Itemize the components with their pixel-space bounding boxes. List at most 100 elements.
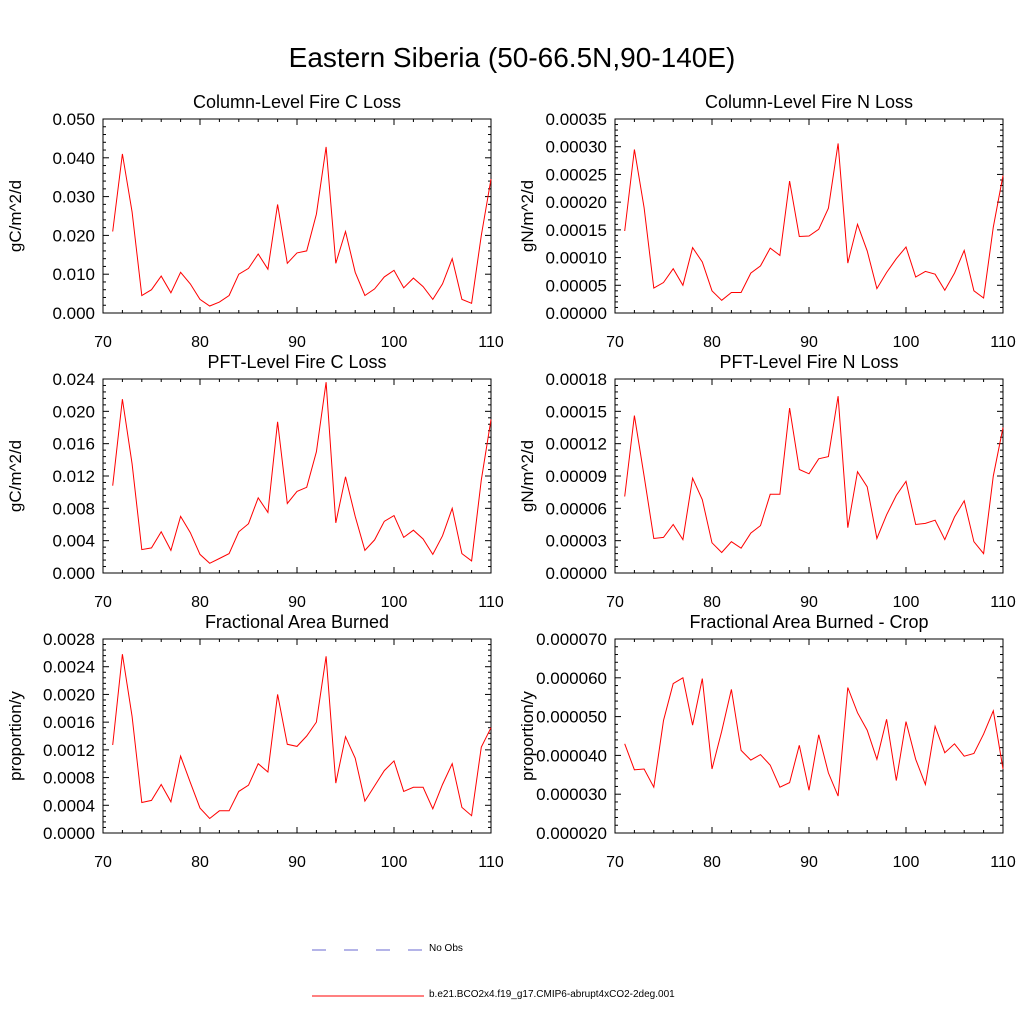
- y-tick-label: 0.0016: [43, 713, 95, 732]
- chart-panel-4: 70 80 90 100 110 0.00000 0.00003 0.00006 0.00009…: [518, 352, 1016, 611]
- y-tick-label: 0.00006: [546, 499, 607, 518]
- x-tick-label: 100: [893, 854, 920, 871]
- x-tick-label: 90: [288, 334, 306, 351]
- x-tick-label: 90: [288, 854, 306, 871]
- y-tick-label: 0.00003: [546, 532, 607, 551]
- y-tick-label: 0.016: [52, 435, 95, 454]
- series-line: [112, 382, 492, 564]
- x-tick-label: 70: [94, 854, 112, 871]
- y-tick-label: 0.00005: [546, 276, 607, 295]
- x-tick-label: 110: [478, 334, 504, 351]
- chart-panel-2: 70 80 90 100 110 0.00000 0.00005 0.00010 0.00015…: [518, 92, 1016, 351]
- x-tick-label: 70: [94, 334, 112, 351]
- y-tick-label: 0.00009: [546, 467, 607, 486]
- y-tick-label: 0.0028: [43, 630, 95, 649]
- x-tick-label: 90: [800, 334, 818, 351]
- legend-model-label: b.e21.BCO2x4.f19_g17.CMIP6-abrupt4xCO2-2…: [429, 989, 675, 1000]
- y-tick-label: 0.00000: [546, 304, 607, 323]
- panel-title: Column-Level Fire N Loss: [705, 92, 913, 112]
- x-tick-label: 90: [800, 594, 818, 611]
- y-tick-label: 0.00025: [546, 165, 607, 184]
- x-tick-label: 110: [990, 594, 1016, 611]
- y-tick-label: 0.0000: [43, 824, 95, 843]
- x-tick-label: 70: [606, 334, 624, 351]
- main-title: Eastern Siberia (50-66.5N,90-140E): [288, 42, 736, 73]
- y-tick-label: 0.0024: [43, 658, 95, 677]
- y-tick-label: 0.000060: [536, 669, 607, 688]
- x-tick-label: 110: [478, 594, 504, 611]
- y-tick-label: 0.00020: [546, 193, 607, 212]
- y-tick-label: 0.000040: [536, 746, 607, 765]
- series-line: [624, 396, 1004, 555]
- y-axis-label: proportion/y: [6, 691, 25, 781]
- x-tick-label: 80: [703, 854, 721, 871]
- y-tick-label: 0.00015: [546, 221, 607, 240]
- x-tick-label: 80: [703, 594, 721, 611]
- y-tick-label: 0.00035: [546, 110, 607, 129]
- y-tick-label: 0.000070: [536, 630, 607, 649]
- series-line: [624, 143, 1004, 301]
- y-tick-label: 0.00015: [546, 402, 607, 421]
- y-tick-label: 0.000050: [536, 708, 607, 727]
- plot-frame: [614, 638, 1004, 834]
- y-tick-label: 0.0012: [43, 741, 95, 760]
- chart-panel-5: 70 80 90 100 110 0.0000 0.0004 0.0008 0.0012 0.00…: [6, 612, 504, 871]
- x-tick-label: 100: [893, 594, 920, 611]
- x-tick-label: 80: [191, 334, 209, 351]
- x-tick-label: 70: [606, 594, 624, 611]
- series-line: [112, 654, 492, 820]
- y-tick-label: 0.00018: [546, 370, 607, 389]
- y-tick-label: 0.0020: [43, 685, 95, 704]
- plot-frame: [102, 638, 492, 834]
- y-tick-label: 0.020: [52, 226, 95, 245]
- y-tick-label: 0.024: [52, 370, 95, 389]
- y-tick-label: 0.000020: [536, 824, 607, 843]
- x-tick-label: 100: [893, 334, 920, 351]
- y-axis-label: gN/m^2/d: [518, 440, 537, 512]
- y-tick-label: 0.020: [52, 402, 95, 421]
- y-axis-label: gC/m^2/d: [6, 440, 25, 512]
- x-tick-label: 100: [381, 334, 408, 351]
- x-tick-label: 80: [703, 334, 721, 351]
- y-tick-label: 0.0008: [43, 769, 95, 788]
- chart-panel-6: 70 80 90 100 110 0.000020 0.000030 0.000040 0.00…: [518, 612, 1016, 871]
- x-tick-label: 70: [94, 594, 112, 611]
- x-tick-label: 110: [990, 854, 1016, 871]
- panel-title: Column-Level Fire C Loss: [193, 92, 401, 112]
- y-tick-label: 0.010: [52, 265, 95, 284]
- x-tick-label: 100: [381, 594, 408, 611]
- chart-panel-1: 70 80 90 100 110 0.000 0.010 0.020 0.030 0.040 0.0…: [6, 92, 504, 351]
- plot-frame: [102, 378, 492, 574]
- x-tick-label: 90: [800, 854, 818, 871]
- y-tick-label: 0.00000: [546, 564, 607, 583]
- y-tick-label: 0.012: [52, 467, 95, 486]
- y-tick-label: 0.008: [52, 499, 95, 518]
- panel-title: Fractional Area Burned - Crop: [689, 612, 928, 632]
- plot-frame: [614, 118, 1004, 314]
- y-tick-label: 0.00030: [546, 138, 607, 157]
- panel-title: Fractional Area Burned: [205, 612, 389, 632]
- y-tick-label: 0.030: [52, 188, 95, 207]
- y-axis-label: gC/m^2/d: [6, 180, 25, 252]
- x-tick-label: 80: [191, 854, 209, 871]
- y-tick-label: 0.040: [52, 149, 95, 168]
- x-tick-label: 70: [606, 854, 624, 871]
- x-tick-label: 110: [990, 334, 1016, 351]
- plot-frame: [102, 118, 492, 314]
- x-tick-label: 110: [478, 854, 504, 871]
- y-axis-label: gN/m^2/d: [518, 180, 537, 252]
- y-tick-label: 0.000030: [536, 785, 607, 804]
- x-tick-label: 90: [288, 594, 306, 611]
- x-tick-label: 80: [191, 594, 209, 611]
- y-tick-label: 0.000: [52, 304, 95, 323]
- series-line: [112, 146, 492, 307]
- y-tick-label: 0.0004: [43, 796, 95, 815]
- series-line: [624, 677, 1004, 797]
- panel-title: PFT-Level Fire C Loss: [207, 352, 386, 372]
- y-tick-label: 0.00010: [546, 249, 607, 268]
- y-axis-label: proportion/y: [518, 691, 537, 781]
- y-tick-label: 0.00012: [546, 435, 607, 454]
- panel-title: PFT-Level Fire N Loss: [719, 352, 898, 372]
- chart-panel-3: 70 80 90 100 110 0.000 0.004 0.008 0.012 0.016 0.0…: [6, 352, 504, 611]
